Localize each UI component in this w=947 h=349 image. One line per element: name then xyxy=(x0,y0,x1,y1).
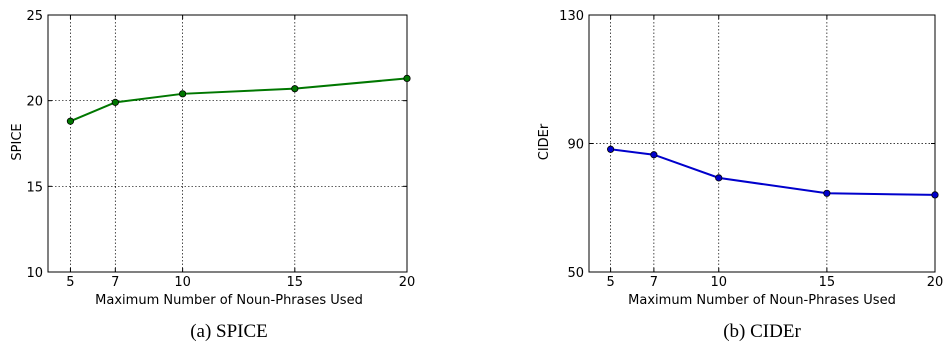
spice-x-tick-label: 10 xyxy=(174,275,191,290)
cider-y-tick-label: 50 xyxy=(567,266,584,281)
cider-data-point xyxy=(607,145,615,153)
cider-data-point xyxy=(715,174,723,182)
cider-y-axis-label: CIDEr xyxy=(537,123,552,160)
spice-y-tick-label: 25 xyxy=(26,9,43,24)
cider-caption: (b) CIDEr xyxy=(723,321,801,342)
spice-series-line xyxy=(70,77,408,123)
spice-data-point xyxy=(403,74,411,82)
cider-y-tick-label: 90 xyxy=(567,138,584,153)
spice-x-tick-label: 7 xyxy=(111,275,119,290)
spice-y-tick-label: 15 xyxy=(26,180,43,195)
spice-x-tick-label: 20 xyxy=(399,275,416,290)
cider-y-tick-label: 130 xyxy=(559,9,584,24)
spice-x-tick-label: 15 xyxy=(287,275,304,290)
cider-x-tick-label: 15 xyxy=(819,275,836,290)
spice-y-tick-label: 20 xyxy=(26,95,43,110)
spice-x-axis-label: Maximum Number of Noun-Phrases Used xyxy=(95,293,363,308)
cider-data-point xyxy=(931,191,939,199)
spice-axes-frame xyxy=(47,14,408,273)
cider-x-tick-label: 10 xyxy=(710,275,727,290)
spice-caption: (a) SPICE xyxy=(190,321,268,342)
spice-x-tick-label: 5 xyxy=(66,275,74,290)
cider-x-tick-label: 20 xyxy=(927,275,944,290)
spice-panel: SPICE Maximum Number of Noun-Phrases Use… xyxy=(10,9,415,342)
cider-x-tick-label: 5 xyxy=(606,275,614,290)
spice-data-point xyxy=(111,98,119,106)
cider-x-tick-label: 7 xyxy=(650,275,658,290)
spice-y-axis-label: SPICE xyxy=(10,123,25,160)
spice-data-point xyxy=(291,85,299,93)
spice-data-point xyxy=(66,117,75,125)
cider-x-axis-label: Maximum Number of Noun-Phrases Used xyxy=(628,293,896,308)
cider-data-point xyxy=(823,189,831,197)
cider-series-line xyxy=(610,148,936,196)
spice-data-point xyxy=(179,90,187,98)
cider-panel: CIDEr Maximum Number of Noun-Phrases Use… xyxy=(537,9,943,342)
spice-y-tick-label: 10 xyxy=(26,266,43,281)
cider-data-point xyxy=(650,151,658,159)
